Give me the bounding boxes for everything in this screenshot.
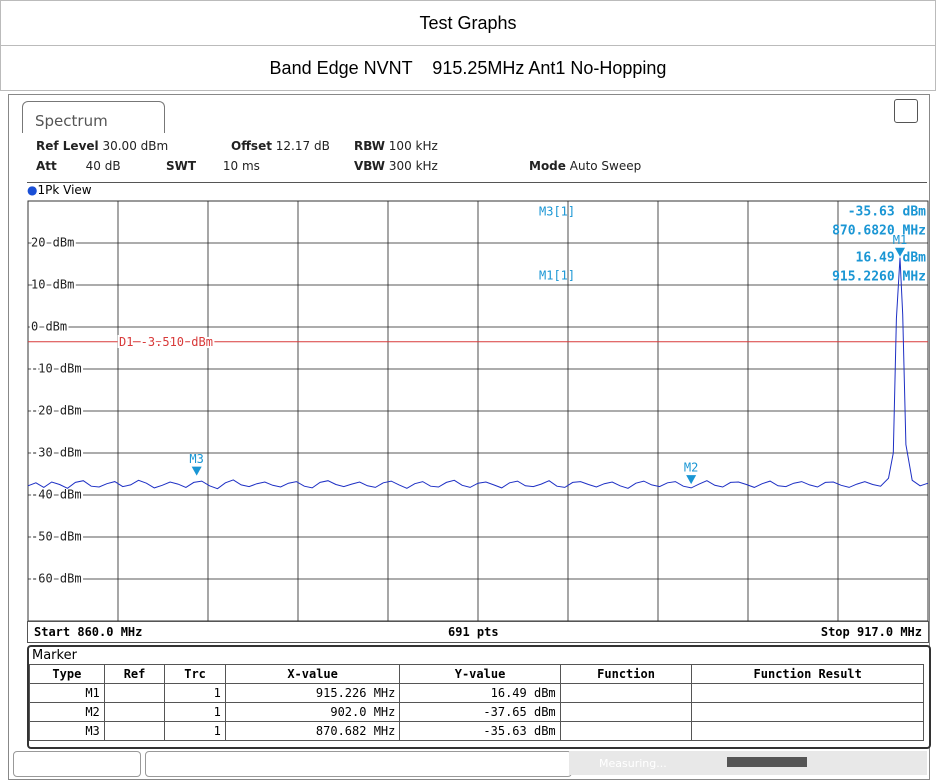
- marker-label: M2: [684, 461, 698, 475]
- status: Measuring...: [599, 757, 667, 770]
- instrument: Spectrum Ref Level 30.00 dBm Offset 12.17…: [8, 94, 931, 780]
- menu-icon[interactable]: [894, 99, 918, 123]
- header-subtitle: Band Edge NVNT 915.25MHz Ant1 No-Hopping: [0, 45, 936, 91]
- cell: [691, 702, 924, 722]
- header-title: Test Graphs: [0, 0, 936, 46]
- marker-title: Marker: [32, 648, 77, 663]
- setting-value: 100 kHz: [388, 139, 438, 153]
- table-row: M1 1 915.226 MHz 16.49 dBm: [29, 683, 924, 703]
- y-tick-label: -10 dBm: [31, 362, 82, 376]
- cell: -35.63 dBm: [399, 721, 561, 741]
- setting-value: 30.00 dBm: [102, 139, 169, 153]
- cell: [559, 683, 693, 703]
- readout-name: M1[1]: [539, 269, 575, 283]
- marker-panel: Marker Type Ref Trc X-value Y-value Function F…: [27, 645, 931, 749]
- cell: [559, 721, 693, 741]
- marker: [191, 466, 202, 476]
- cell: 1: [164, 683, 226, 703]
- setting: Mode Auto Sweep: [529, 159, 641, 173]
- y-tick-label: -50 dBm: [31, 530, 82, 544]
- marker: [894, 247, 905, 257]
- setting-key: SWT: [166, 159, 197, 173]
- header-cell: Y-value: [399, 664, 561, 684]
- setting-value: 10 ms: [222, 159, 260, 173]
- header-cell: Type: [29, 664, 105, 684]
- cell: M3: [29, 721, 105, 741]
- setting: VBW 300 kHz: [354, 159, 438, 173]
- readout-name: M3[1]: [539, 205, 575, 219]
- readout-y: -35.63 dBm: [848, 205, 926, 220]
- setting: RBW 100 kHz: [354, 139, 438, 153]
- status-box: [13, 751, 141, 777]
- setting-value: Auto Sweep: [569, 159, 642, 173]
- y-tick-label: 10 dBm: [31, 278, 74, 292]
- cell: [559, 702, 693, 722]
- cell: 902.0 MHz: [224, 702, 401, 722]
- y-tick-label: 0 dBm: [31, 320, 67, 334]
- progress: [726, 757, 807, 767]
- setting: Att 40 dB: [36, 159, 121, 173]
- setting-key: Offset: [231, 139, 272, 153]
- view-bar: ●1Pk View: [27, 182, 927, 201]
- setting-value: 40 dB: [85, 159, 121, 173]
- display-line-label: D1 -3.510 dBm: [119, 335, 213, 349]
- cell: [103, 702, 166, 722]
- cell: M1: [29, 683, 105, 703]
- view-label: 1Pk View: [37, 183, 92, 197]
- readout-y: 16.49 dBm: [856, 251, 927, 266]
- readout-x: 915.2260 MHz: [832, 270, 926, 285]
- marker-table: Type Ref Trc X-value Y-value Function Function…: [29, 664, 924, 741]
- setting-key: Att: [36, 159, 57, 173]
- trace: [27, 257, 929, 490]
- setting-key: RBW: [354, 139, 385, 153]
- cell: M2: [29, 702, 105, 722]
- cell: [103, 721, 166, 741]
- cell: [691, 683, 924, 703]
- spectrum-plot: 20 dBm 10 dBm 0 dBm -10 dBm -20 dBm -30 dBm -4…: [27, 200, 929, 622]
- header-cell: Ref: [103, 664, 166, 684]
- cell: 870.682 MHz: [224, 721, 401, 741]
- header-cell: Function: [559, 664, 693, 684]
- points: 691 pts: [448, 625, 499, 639]
- marker-label: M3: [189, 452, 203, 466]
- header-cell: Trc: [164, 664, 226, 684]
- status-bar: Measuring...: [569, 751, 927, 775]
- cell: 16.49 dBm: [399, 683, 561, 703]
- table-row: M3 1 870.682 MHz -35.63 dBm: [29, 721, 924, 741]
- marker-label: M1: [893, 233, 907, 247]
- y-tick-label: -60 dBm: [31, 572, 82, 586]
- setting-value: 12.17 dB: [275, 139, 330, 153]
- setting: Offset 12.17 dB: [231, 139, 330, 153]
- cell: 915.226 MHz: [224, 683, 401, 703]
- header-cell: X-value: [224, 664, 401, 684]
- setting-key: VBW: [354, 159, 386, 173]
- y-tick-label: 20 dBm: [31, 236, 74, 250]
- setting: SWT 10 ms: [166, 159, 260, 173]
- tab[interactable]: Spectrum: [22, 101, 165, 133]
- readout-x: 870.6820 MHz: [832, 224, 926, 239]
- cell: [103, 683, 166, 703]
- cell: 1: [164, 702, 226, 722]
- table-header: Type Ref Trc X-value Y-value Function Function…: [29, 664, 924, 684]
- y-tick-label: -30 dBm: [31, 446, 82, 460]
- footer: Start 860.0 MHz 691 pts Stop 917.0 MHz: [27, 621, 929, 643]
- cell: 1: [164, 721, 226, 741]
- start: Start 860.0 MHz: [34, 625, 143, 639]
- y-tick-label: -40 dBm: [31, 488, 82, 502]
- subtitle: Band Edge NVNT 915.25MHz Ant1 No-Hopping: [269, 57, 667, 78]
- setting-key: Ref Level: [36, 139, 99, 153]
- cell: -37.65 dBm: [399, 702, 561, 722]
- setting: Ref Level 30.00 dBm: [36, 139, 168, 153]
- setting-value: 300 kHz: [388, 159, 438, 173]
- status-box: [145, 751, 572, 777]
- header-cell: Function Result: [691, 664, 924, 684]
- marker: [686, 475, 697, 485]
- y-tick-label: -20 dBm: [31, 404, 82, 418]
- cell: [691, 721, 924, 741]
- stop: Stop 917.0 MHz: [820, 625, 922, 639]
- setting-key: Mode: [529, 159, 566, 173]
- table-row: M2 1 902.0 MHz -37.65 dBm: [29, 702, 924, 722]
